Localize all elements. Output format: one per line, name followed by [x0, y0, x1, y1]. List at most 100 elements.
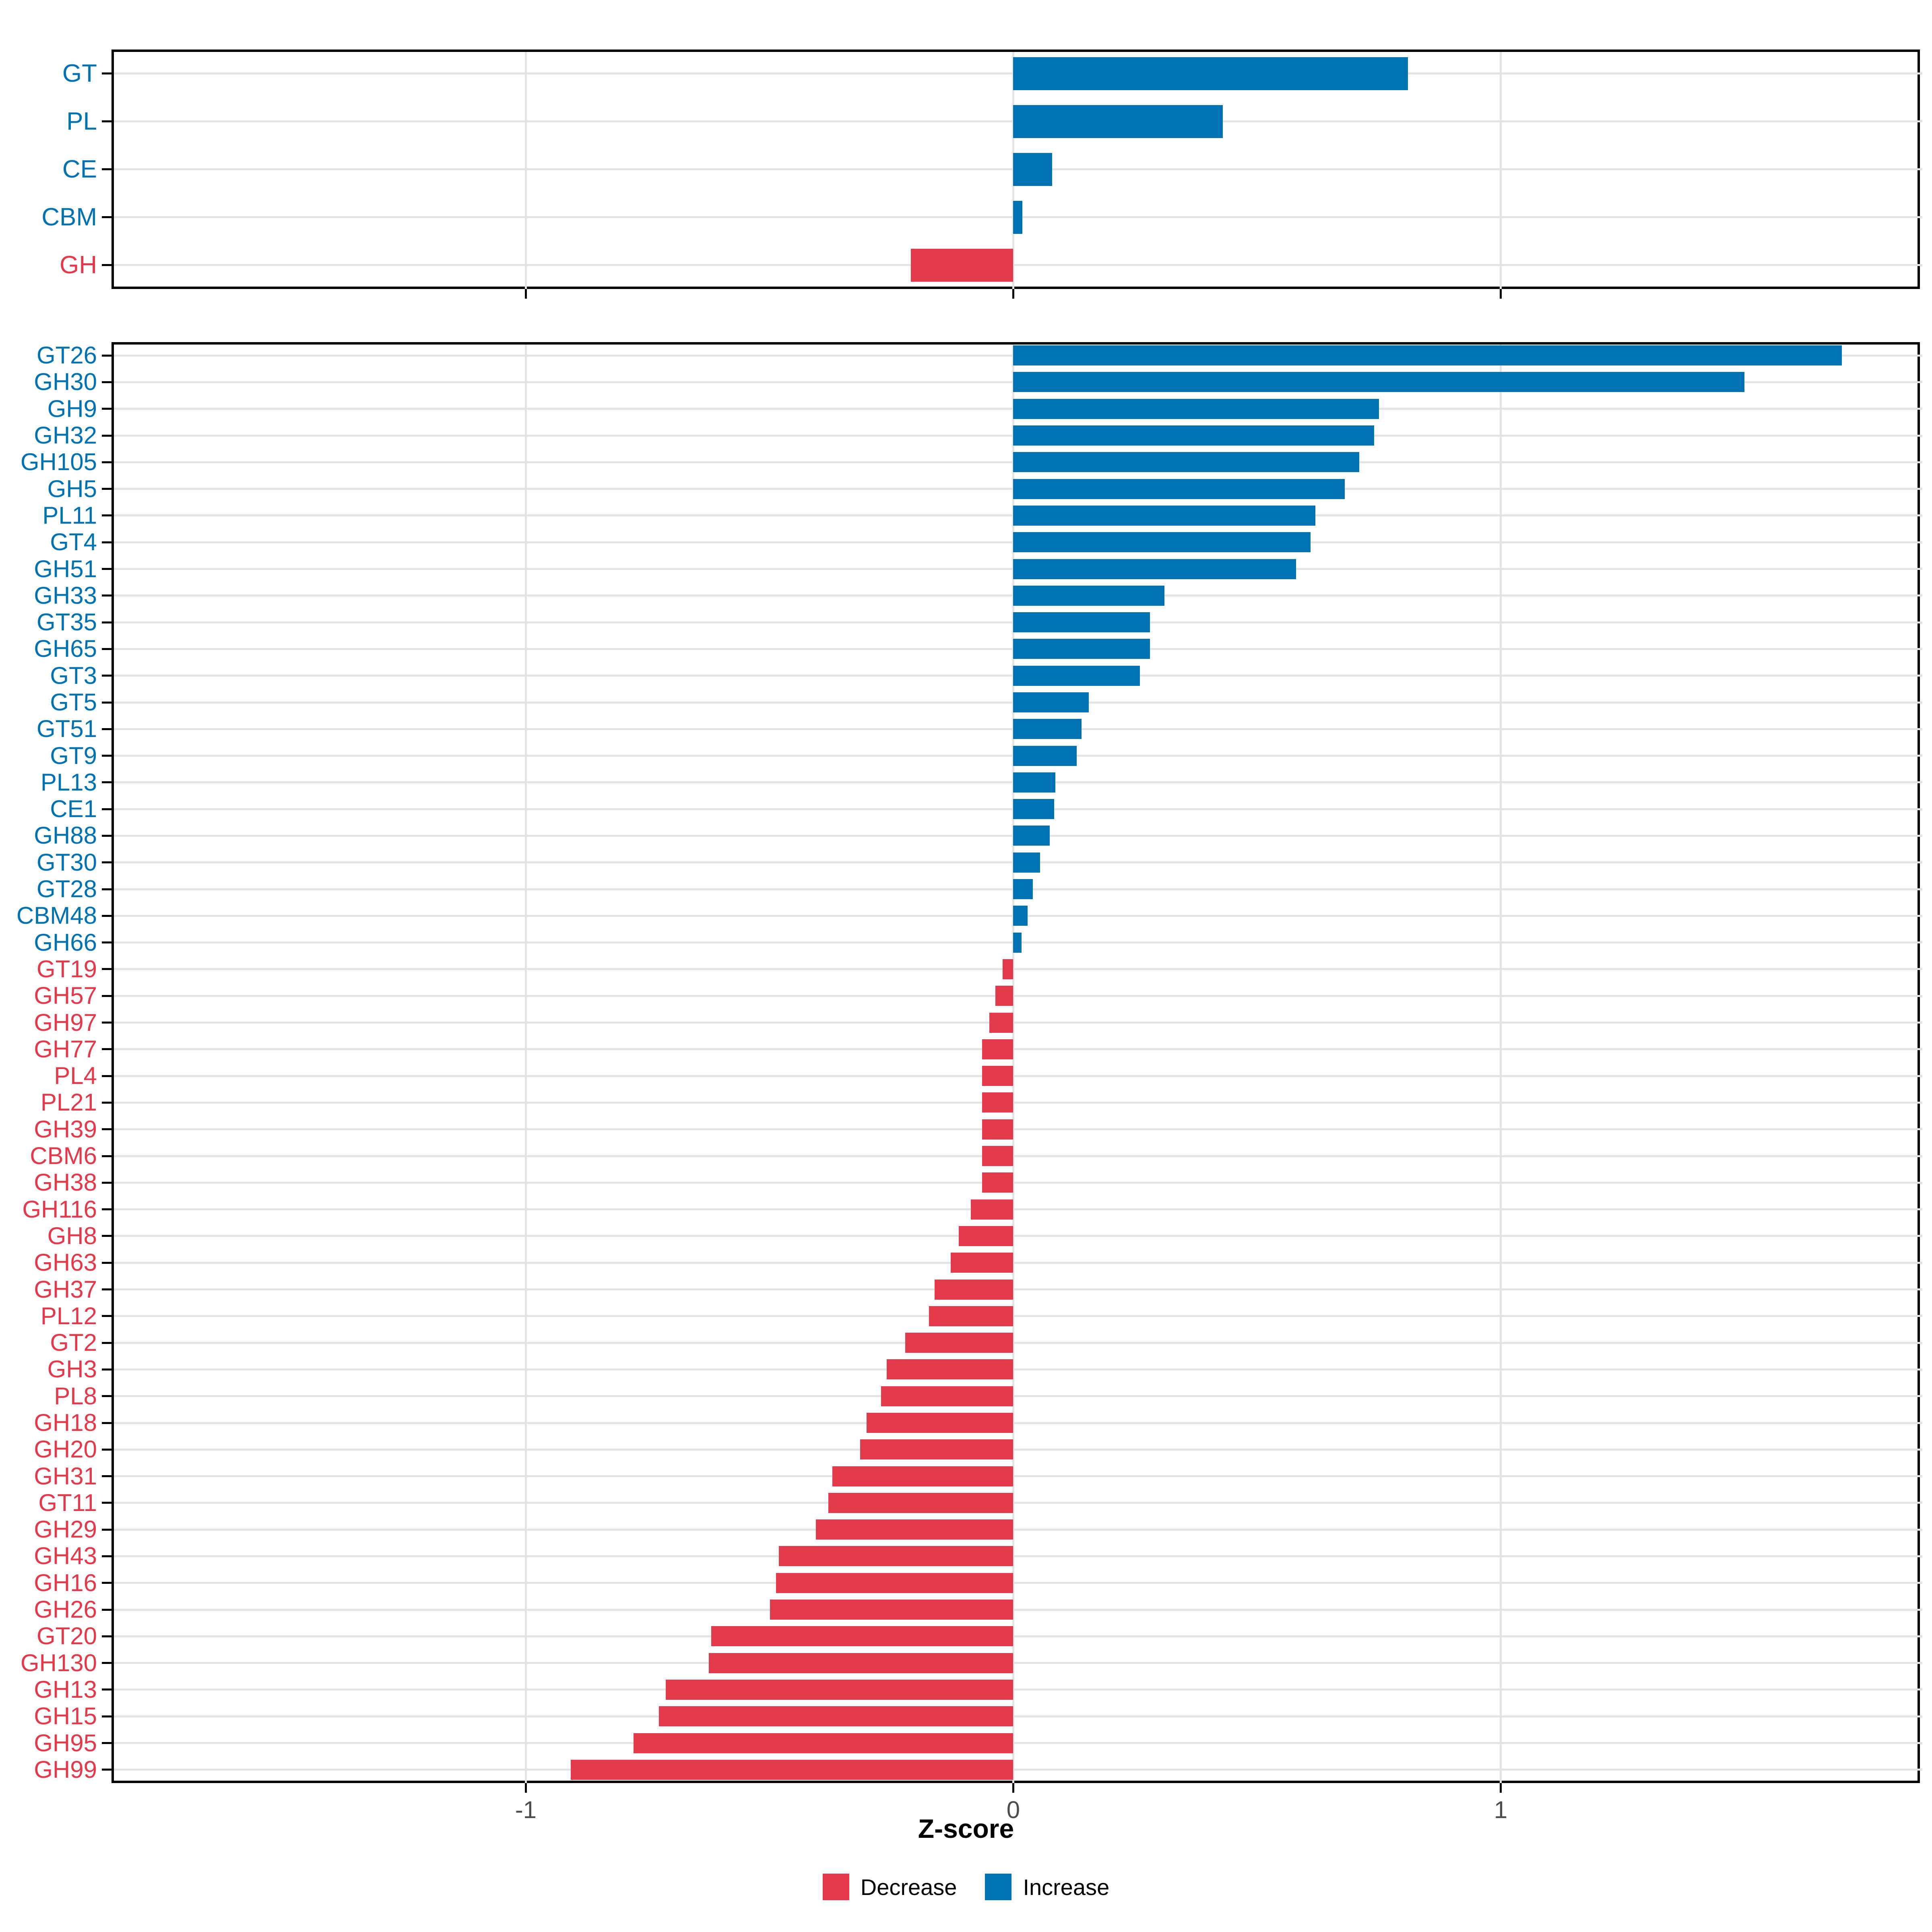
bar — [1013, 57, 1408, 90]
y-grid-line — [114, 1048, 1922, 1051]
y-tick-mark — [102, 461, 111, 463]
y-tick-mark — [102, 1475, 111, 1478]
y-tick-mark — [102, 1395, 111, 1397]
y-tick-mark — [102, 808, 111, 810]
y-tick-mark — [102, 1315, 111, 1317]
bar — [634, 1733, 1013, 1753]
y-tick-mark — [102, 1502, 111, 1504]
y-tick-mark — [102, 264, 111, 266]
y-tick-label: GH97 — [34, 1009, 97, 1036]
bar — [828, 1492, 1013, 1513]
bar — [1002, 959, 1013, 979]
bar — [1013, 200, 1023, 234]
y-tick-label: GH — [60, 251, 97, 279]
y-tick-mark — [102, 488, 111, 490]
y-tick-label: GH20 — [34, 1436, 97, 1463]
bar — [1013, 852, 1040, 873]
y-tick-label: GT19 — [36, 955, 97, 983]
bar — [1013, 479, 1345, 499]
bar — [1013, 612, 1150, 633]
x-grid-line — [524, 345, 527, 1785]
x-tick-label: -1 — [515, 1796, 537, 1823]
y-tick-mark — [102, 1555, 111, 1557]
y-tick-label: GT5 — [50, 689, 97, 716]
increase-color-swatch — [985, 1874, 1012, 1900]
y-tick-mark — [102, 1582, 111, 1584]
y-grid-line — [114, 1101, 1922, 1104]
y-tick-label: GH38 — [34, 1169, 97, 1196]
y-tick-label: GH18 — [34, 1409, 97, 1436]
bar — [665, 1679, 1013, 1700]
y-grid-line — [114, 1235, 1922, 1237]
bar — [1013, 532, 1311, 553]
y-tick-label: GT35 — [36, 609, 97, 636]
bar — [1013, 719, 1082, 739]
bar — [1013, 799, 1055, 819]
y-tick-label: GH99 — [34, 1756, 97, 1783]
y-tick-mark — [102, 568, 111, 570]
y-tick-mark — [102, 648, 111, 650]
y-tick-mark — [102, 408, 111, 410]
bar — [995, 986, 1013, 1006]
y-tick-mark — [102, 1101, 111, 1104]
x-grid-line — [524, 52, 527, 291]
y-tick-mark — [102, 434, 111, 437]
bar — [570, 1759, 1013, 1780]
y-grid-line — [114, 1422, 1922, 1424]
x-tick-mark — [1012, 289, 1014, 299]
legend-entry: Increase — [985, 1874, 1109, 1900]
bar — [958, 1226, 1013, 1246]
y-tick-label: GH16 — [34, 1569, 97, 1596]
bar — [711, 1626, 1013, 1647]
y-tick-label: GT20 — [36, 1622, 97, 1650]
bar — [982, 1092, 1013, 1113]
bar — [708, 1653, 1013, 1673]
y-tick-label: PL11 — [42, 502, 97, 529]
y-tick-label: GH63 — [34, 1249, 97, 1276]
y-tick-mark — [102, 216, 111, 218]
y-tick-label: GT30 — [36, 848, 97, 876]
y-tick-label: GT2 — [50, 1329, 97, 1356]
bar — [832, 1466, 1013, 1486]
y-grid-line — [114, 1528, 1922, 1531]
y-tick-label: GT — [62, 59, 97, 87]
y-tick-mark — [102, 1769, 111, 1771]
y-tick-mark — [102, 168, 111, 170]
x-tick-mark — [1012, 1783, 1014, 1793]
x-tick-label: 1 — [1494, 1796, 1508, 1823]
panel-area — [114, 345, 1922, 1785]
y-tick-mark — [102, 1288, 111, 1291]
y-tick-label: GH9 — [47, 395, 97, 422]
y-grid-line — [114, 1608, 1922, 1611]
y-tick-mark — [102, 995, 111, 997]
bar — [1013, 932, 1022, 953]
bar — [778, 1546, 1013, 1567]
bar — [881, 1386, 1013, 1406]
y-tick-label: GH77 — [34, 1035, 97, 1063]
y-grid-line — [114, 1075, 1922, 1077]
bar — [1013, 505, 1316, 526]
y-tick-label: GH31 — [34, 1462, 97, 1490]
bar — [1013, 153, 1053, 186]
y-tick-mark — [102, 888, 111, 890]
legend-label: Decrease — [860, 1874, 957, 1900]
bar — [815, 1519, 1013, 1540]
x-grid-line — [1499, 345, 1502, 1785]
bar — [659, 1706, 1013, 1727]
bar — [1013, 826, 1050, 846]
bar — [1013, 879, 1033, 900]
y-tick-label: GT3 — [50, 662, 97, 689]
y-tick-label: GT4 — [50, 528, 97, 556]
y-grid-line — [114, 1342, 1922, 1344]
y-tick-label: GH8 — [47, 1222, 97, 1249]
x-axis-title: Z-score — [918, 1814, 1014, 1843]
bar — [1013, 559, 1296, 579]
panel-area — [114, 52, 1922, 291]
bar — [770, 1600, 1013, 1620]
y-tick-mark — [102, 1688, 111, 1691]
y-tick-mark — [102, 914, 111, 917]
legend: Decrease Increase — [0, 1874, 1932, 1900]
y-tick-label: GH88 — [34, 822, 97, 849]
y-tick-mark — [102, 1662, 111, 1664]
